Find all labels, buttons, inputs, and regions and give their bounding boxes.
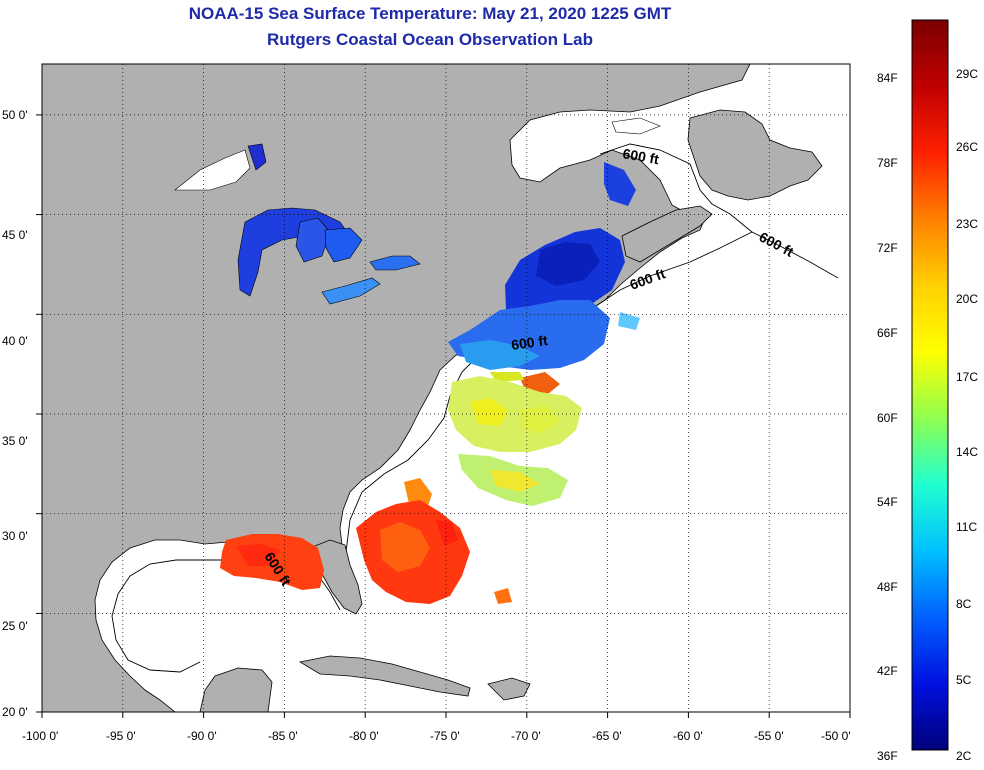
- lon-tick-label: -60 0': [673, 729, 703, 743]
- lat-tick-label: 30 0': [2, 529, 28, 543]
- land-newfoundland: [687, 109, 823, 201]
- lon-axis-labels: -100 0' -95 0' -90 0' -85 0' -80 0' -75 …: [22, 729, 851, 743]
- graticule: [42, 64, 850, 712]
- colorbar-c-label: 14C: [956, 445, 978, 459]
- lat-axis-labels: 50 0' 45 0' 40 0' 35 0' 30 0' 25 0' 20 0…: [2, 108, 28, 719]
- colorbar-c-label: 11C: [956, 520, 977, 534]
- colorbar-f-label: 60F: [877, 411, 898, 425]
- land-anticosti: [611, 117, 661, 135]
- lon-tick-label: -80 0': [349, 729, 379, 743]
- lon-tick-label: -50 0': [821, 729, 851, 743]
- map-subtitle: Rutgers Coastal Ocean Observation Lab: [267, 30, 593, 49]
- lon-tick-label: -95 0': [106, 729, 136, 743]
- lon-tick-label: -55 0': [754, 729, 784, 743]
- colorbar-f-label: 36F: [877, 749, 898, 763]
- lat-tick-label: 20 0': [2, 705, 28, 719]
- map-title: NOAA-15 Sea Surface Temperature: May 21,…: [188, 4, 672, 23]
- colorbar-c-label: 5C: [956, 673, 972, 687]
- colorbar-f-label: 54F: [877, 495, 898, 509]
- colorbar-f-label: 72F: [877, 241, 898, 255]
- lon-tick-label: -100 0': [22, 729, 58, 743]
- colorbar-c-label: 2C: [956, 749, 972, 763]
- land-north-america: [42, 64, 751, 712]
- water-james-bay: [174, 149, 251, 191]
- sst-data-layer: [220, 162, 640, 604]
- contour-label-stlawrence: 600 ft: [621, 145, 660, 167]
- lat-tick-label: 40 0': [2, 334, 28, 348]
- lat-tick-label: 50 0': [2, 108, 28, 122]
- lat-tick-label: 35 0': [2, 434, 28, 448]
- colorbar-c-label: 17C: [956, 370, 978, 384]
- lat-tick-label: 25 0': [2, 619, 28, 633]
- contour-label-midatlantic: 600 ft: [510, 332, 549, 353]
- lon-tick-label: -85 0': [268, 729, 298, 743]
- colorbar-celsius-labels: 29C 26C 23C 20C 17C 14C 11C 8C 5C 2C: [956, 67, 978, 763]
- colorbar-f-label: 78F: [877, 156, 898, 170]
- lat-tick-label: 45 0': [2, 228, 28, 242]
- colorbar-c-label: 26C: [956, 140, 978, 154]
- colorbar-f-label: 42F: [877, 664, 898, 678]
- colorbar: [911, 19, 949, 751]
- land-yucatan: [199, 667, 273, 712]
- contour-600ft-stlawrence: [599, 143, 753, 233]
- lon-tick-label: -65 0': [592, 729, 622, 743]
- lon-tick-label: -90 0': [187, 729, 217, 743]
- colorbar-fahrenheit-labels: 84F 78F 72F 66F 60F 54F 48F 42F 36F: [877, 71, 898, 763]
- colorbar-c-label: 29C: [956, 67, 978, 81]
- lon-tick-label: -70 0': [511, 729, 541, 743]
- colorbar-f-label: 84F: [877, 71, 898, 85]
- colorbar-c-label: 8C: [956, 597, 972, 611]
- land-hispaniola: [487, 677, 531, 701]
- tick-marks: [36, 114, 851, 718]
- colorbar-c-label: 23C: [956, 217, 978, 231]
- colorbar-f-label: 48F: [877, 580, 898, 594]
- colorbar-c-label: 20C: [956, 292, 978, 306]
- land-nova-scotia: [621, 205, 713, 263]
- lon-tick-label: -75 0': [430, 729, 460, 743]
- land-cuba: [298, 655, 471, 697]
- colorbar-f-label: 66F: [877, 326, 898, 340]
